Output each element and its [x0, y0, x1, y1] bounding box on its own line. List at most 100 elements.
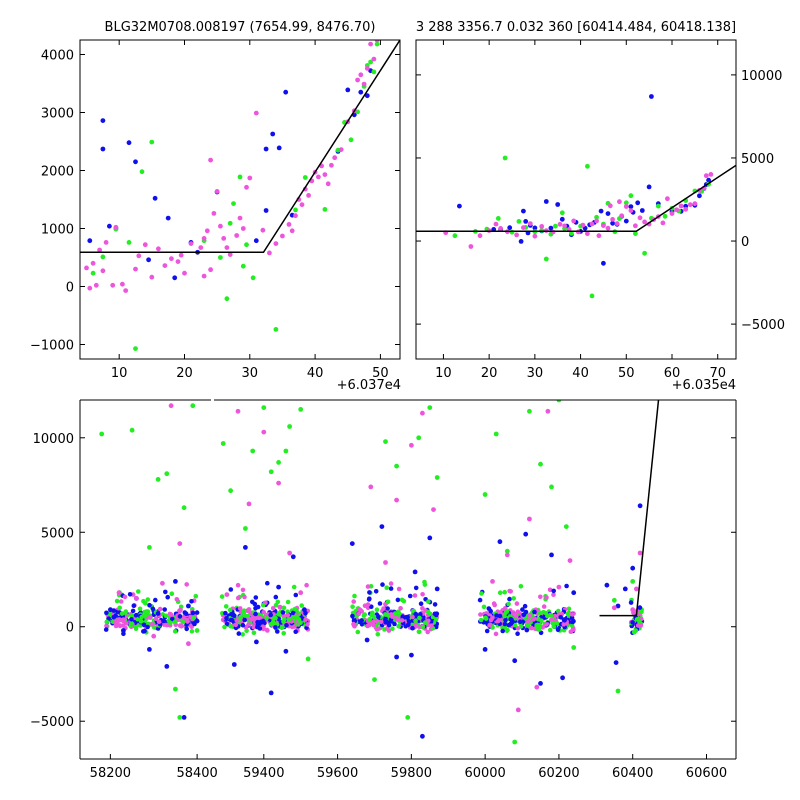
- data-point: [177, 541, 183, 546]
- data-point: [633, 223, 638, 229]
- data-point: [571, 590, 577, 596]
- data-point: [141, 629, 146, 634]
- data-point: [234, 617, 239, 623]
- data-point: [493, 431, 499, 437]
- data-point: [172, 629, 178, 634]
- data-point: [371, 69, 377, 75]
- x-tick-label: 60: [664, 366, 681, 381]
- data-point: [383, 616, 388, 621]
- data-point: [594, 214, 599, 220]
- data-point: [412, 569, 418, 575]
- model-line: [416, 164, 736, 232]
- data-point: [502, 621, 508, 627]
- data-point: [289, 228, 295, 234]
- data-point: [607, 203, 613, 209]
- data-point: [305, 656, 311, 662]
- data-point: [252, 601, 258, 607]
- x-offset-label: +6.037e4: [337, 378, 401, 393]
- data-point: [178, 607, 183, 612]
- point-cluster: [350, 579, 440, 637]
- data-point: [527, 408, 532, 414]
- data-point: [550, 229, 556, 235]
- data-point: [179, 624, 184, 629]
- x-tick-label: 50: [618, 366, 635, 381]
- data-point: [589, 221, 595, 227]
- data-point: [164, 471, 170, 477]
- data-point: [502, 589, 508, 595]
- data-point: [97, 247, 102, 253]
- data-point: [524, 627, 530, 633]
- data-point: [637, 605, 643, 610]
- data-point: [90, 260, 96, 266]
- data-point: [642, 250, 647, 256]
- data-point: [149, 622, 155, 627]
- data-point: [422, 579, 427, 585]
- data-point: [161, 618, 167, 624]
- data-point: [178, 252, 184, 258]
- data-point: [224, 296, 230, 302]
- data-point: [598, 208, 604, 214]
- data-point: [87, 285, 93, 291]
- data-point: [133, 612, 139, 618]
- data-point: [541, 609, 546, 615]
- data-point: [298, 590, 304, 596]
- data-point: [283, 648, 289, 654]
- data-point: [503, 610, 509, 615]
- data-point: [113, 224, 119, 230]
- y-tick-label: 4000: [41, 49, 74, 64]
- data-point: [683, 206, 689, 212]
- data-point: [208, 267, 214, 273]
- data-point: [406, 619, 412, 625]
- data-point: [152, 195, 158, 201]
- data-point: [479, 591, 484, 596]
- data-point: [407, 593, 413, 599]
- data-point: [194, 618, 200, 624]
- data-point: [261, 610, 267, 615]
- data-point: [374, 40, 380, 43]
- data-point: [495, 618, 501, 624]
- data-point: [165, 594, 170, 600]
- data-point: [628, 208, 634, 214]
- data-point: [276, 480, 281, 486]
- data-point: [302, 175, 308, 180]
- data-point: [642, 219, 647, 225]
- data-point: [410, 614, 415, 620]
- data-point: [265, 628, 270, 633]
- data-point: [703, 173, 709, 179]
- data-point: [156, 246, 161, 252]
- data-point: [228, 488, 234, 494]
- data-point: [378, 619, 384, 625]
- data-point: [628, 600, 634, 605]
- data-point: [532, 609, 537, 615]
- data-point: [368, 41, 373, 47]
- data-point: [325, 181, 331, 187]
- data-point: [628, 204, 634, 210]
- data-point: [367, 617, 372, 622]
- data-point: [569, 623, 575, 628]
- data-point: [405, 614, 410, 620]
- chart-bottom: 58200 58400 59400 59600 59800 60000 60200 60400…: [30, 396, 737, 781]
- data-point: [243, 545, 248, 550]
- data-point: [129, 427, 135, 433]
- data-point: [188, 241, 194, 247]
- data-point: [551, 592, 556, 597]
- data-point: [267, 250, 272, 256]
- data-point: [264, 616, 269, 621]
- data-point: [124, 620, 129, 626]
- data-point: [637, 503, 643, 509]
- data-point: [147, 545, 152, 550]
- x-tick-label: 59400: [243, 766, 284, 781]
- y-tick-label: −1000: [30, 339, 74, 354]
- data-point: [385, 606, 390, 611]
- data-point: [273, 615, 278, 621]
- data-point: [237, 606, 243, 611]
- data-point: [190, 403, 196, 409]
- data-point: [420, 733, 425, 739]
- axes-frame: [415, 39, 737, 360]
- data-point: [493, 221, 499, 227]
- data-point: [374, 41, 380, 47]
- data-point: [184, 626, 189, 632]
- data-point: [615, 603, 621, 609]
- data-point: [107, 223, 112, 229]
- data-point: [570, 612, 575, 617]
